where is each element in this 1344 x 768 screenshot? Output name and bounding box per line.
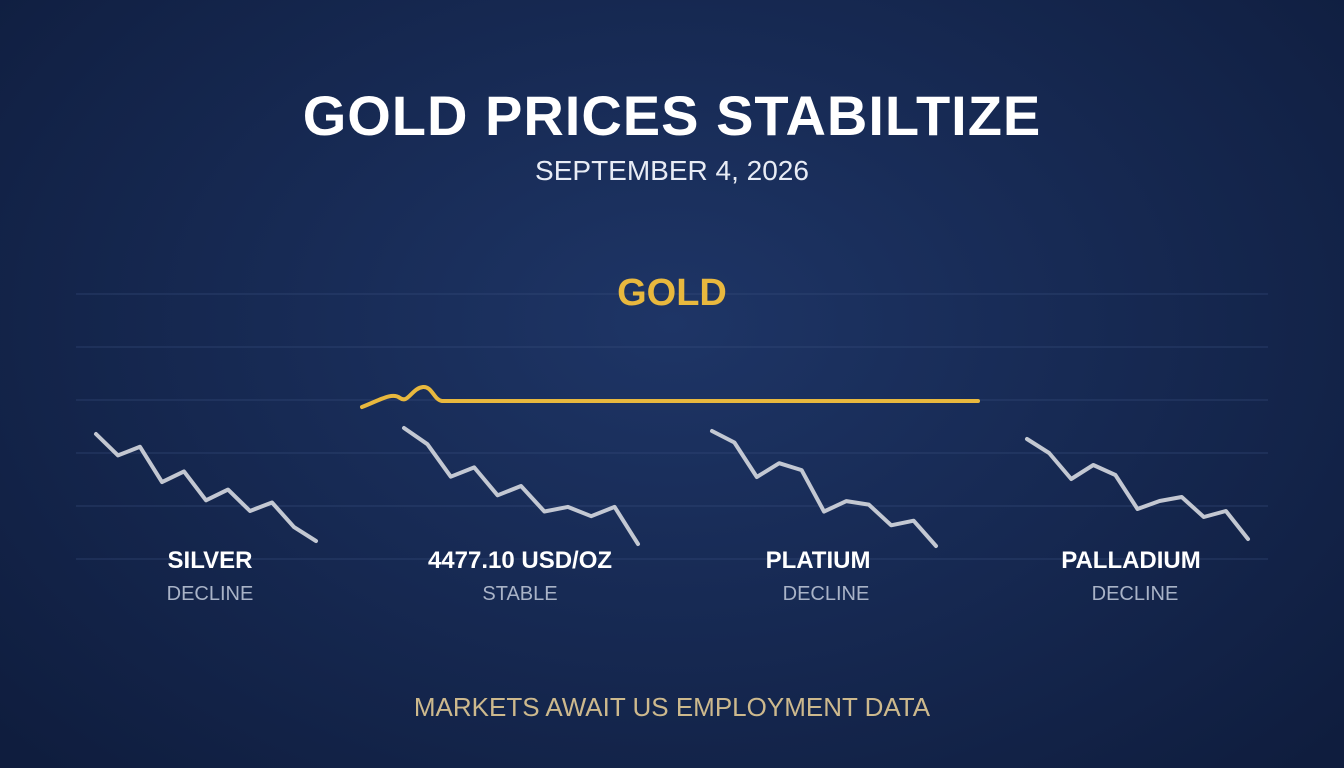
metal-status-palladium: DECLINE bbox=[1091, 583, 1179, 605]
decline-line-2 bbox=[402, 426, 640, 546]
gold-status: STABLE bbox=[482, 583, 558, 605]
metal-status-silver: DECLINE bbox=[166, 583, 254, 605]
footer-caption: MARKETS AWAIT US EMPLOYMENT DATA bbox=[413, 692, 931, 722]
decline-line-1 bbox=[94, 432, 318, 543]
metal-name-silver: SILVER bbox=[167, 547, 253, 574]
gold-label: GOLD bbox=[617, 272, 727, 314]
metal-status-platinum: DECLINE bbox=[782, 583, 870, 605]
gold-price-label: 4477.10 USD/OZ bbox=[427, 547, 613, 574]
metal-name-palladium: PALLADIUM bbox=[1061, 547, 1201, 574]
gold-price-line bbox=[360, 385, 980, 409]
headline-date: SEPTEMBER 4, 2026 bbox=[535, 155, 809, 186]
decline-line-4 bbox=[1025, 437, 1250, 541]
metal-series bbox=[94, 426, 1250, 548]
headline: GOLD PRICES STABILTIZE bbox=[302, 84, 1042, 147]
metal-name-platinum: PLATIUM bbox=[765, 547, 871, 574]
gold-series bbox=[360, 385, 980, 409]
grid-lines bbox=[76, 293, 1268, 560]
decline-line-3 bbox=[710, 429, 938, 548]
